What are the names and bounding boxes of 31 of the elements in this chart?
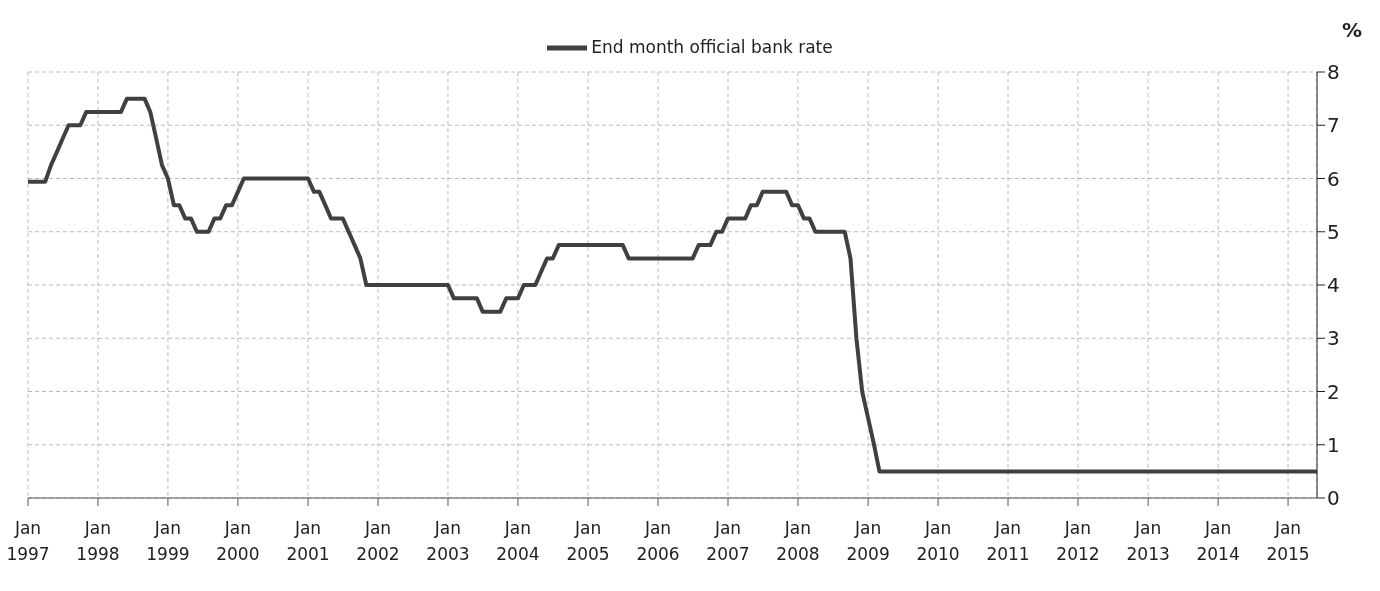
x-tick-label: Jan 2014 bbox=[1196, 518, 1240, 564]
x-tick-label: Jan 2013 bbox=[1126, 518, 1170, 564]
x-tick-label: Jan 2005 bbox=[566, 518, 610, 564]
y-tick-label: 6 bbox=[1327, 166, 1340, 191]
y-tick-label: 5 bbox=[1327, 219, 1340, 244]
x-tick-label: Jan 2000 bbox=[216, 518, 260, 564]
x-tick-label: Jan 2004 bbox=[496, 518, 540, 564]
x-tick-label: Jan 2007 bbox=[706, 518, 750, 564]
x-tick-label: Jan 2008 bbox=[776, 518, 820, 564]
y-tick-label: 7 bbox=[1327, 113, 1340, 138]
y-tick-label: 1 bbox=[1327, 432, 1340, 457]
x-tick-label: Jan 2002 bbox=[356, 518, 400, 564]
x-tick-label: Jan 2012 bbox=[1056, 518, 1100, 564]
x-tick-label: Jan 2006 bbox=[636, 518, 680, 564]
y-axis-title: % bbox=[1341, 18, 1362, 42]
y-tick-label: 3 bbox=[1327, 326, 1340, 351]
y-tick-label: 0 bbox=[1327, 486, 1340, 511]
legend-label: End month official bank rate bbox=[591, 36, 833, 57]
x-tick-label: Jan 2010 bbox=[916, 518, 960, 564]
x-tick-label: Jan 2003 bbox=[426, 518, 470, 564]
x-tick-label: Jan 1997 bbox=[6, 518, 50, 564]
x-tick-label: Jan 2009 bbox=[846, 518, 890, 564]
x-tick-label: Jan 2015 bbox=[1266, 518, 1310, 564]
y-tick-label: 2 bbox=[1327, 379, 1340, 404]
y-tick-label: 8 bbox=[1327, 60, 1340, 85]
x-tick-label: Jan 2011 bbox=[986, 518, 1030, 564]
x-tick-label: Jan 1998 bbox=[76, 518, 120, 564]
x-tick-label: Jan 1999 bbox=[146, 518, 190, 564]
line-series bbox=[28, 96, 1317, 474]
x-tick-label: Jan 2001 bbox=[286, 518, 330, 564]
y-tick-label: 4 bbox=[1327, 273, 1340, 298]
